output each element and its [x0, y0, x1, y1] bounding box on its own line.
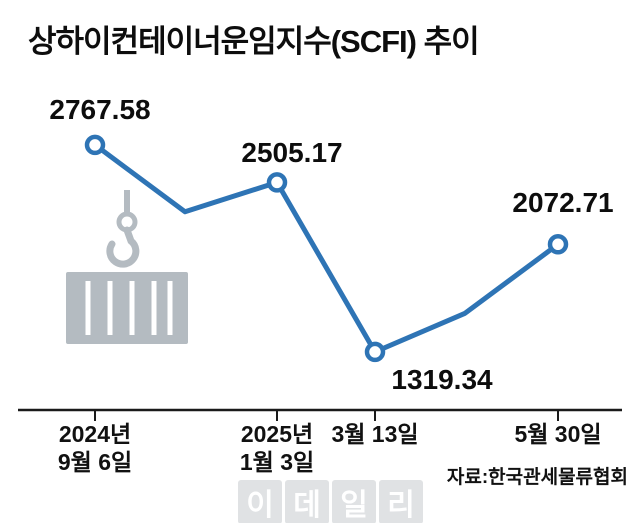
source-credit: 자료:한국관세물류협회	[446, 467, 628, 488]
x-axis-label: 5월 30일	[514, 421, 602, 447]
watermark-tile: 리	[379, 480, 423, 523]
x-axis-label: 2025년 1월 3일	[239, 421, 315, 476]
hook	[106, 226, 140, 268]
watermark-tile: 일	[332, 480, 376, 523]
x-axis	[18, 408, 622, 421]
crane-container-icon	[66, 190, 188, 344]
point-value-label: 1319.34	[391, 363, 493, 395]
container-body	[66, 272, 188, 344]
watermark-tile: 데	[285, 480, 329, 523]
data-point-marker	[266, 172, 288, 193]
chart-title: 상하이컨테이너운임지수(SCFI) 추이	[28, 24, 480, 59]
x-axis-label: 3월 13일	[331, 421, 419, 447]
data-point-marker	[547, 234, 569, 255]
data-point-marker	[364, 341, 386, 363]
container-ridges	[85, 281, 173, 335]
point-value-label: 2072.71	[512, 187, 614, 219]
x-axis-label: 2024년 9월 6일	[57, 421, 133, 476]
point-value-label: 2505.17	[241, 137, 343, 169]
scfi-trend-line	[92, 142, 561, 355]
watermark-tile: 이	[238, 480, 282, 523]
data-point-marker	[84, 134, 106, 156]
plot-area	[84, 134, 569, 363]
point-value-label: 2767.58	[49, 93, 151, 125]
